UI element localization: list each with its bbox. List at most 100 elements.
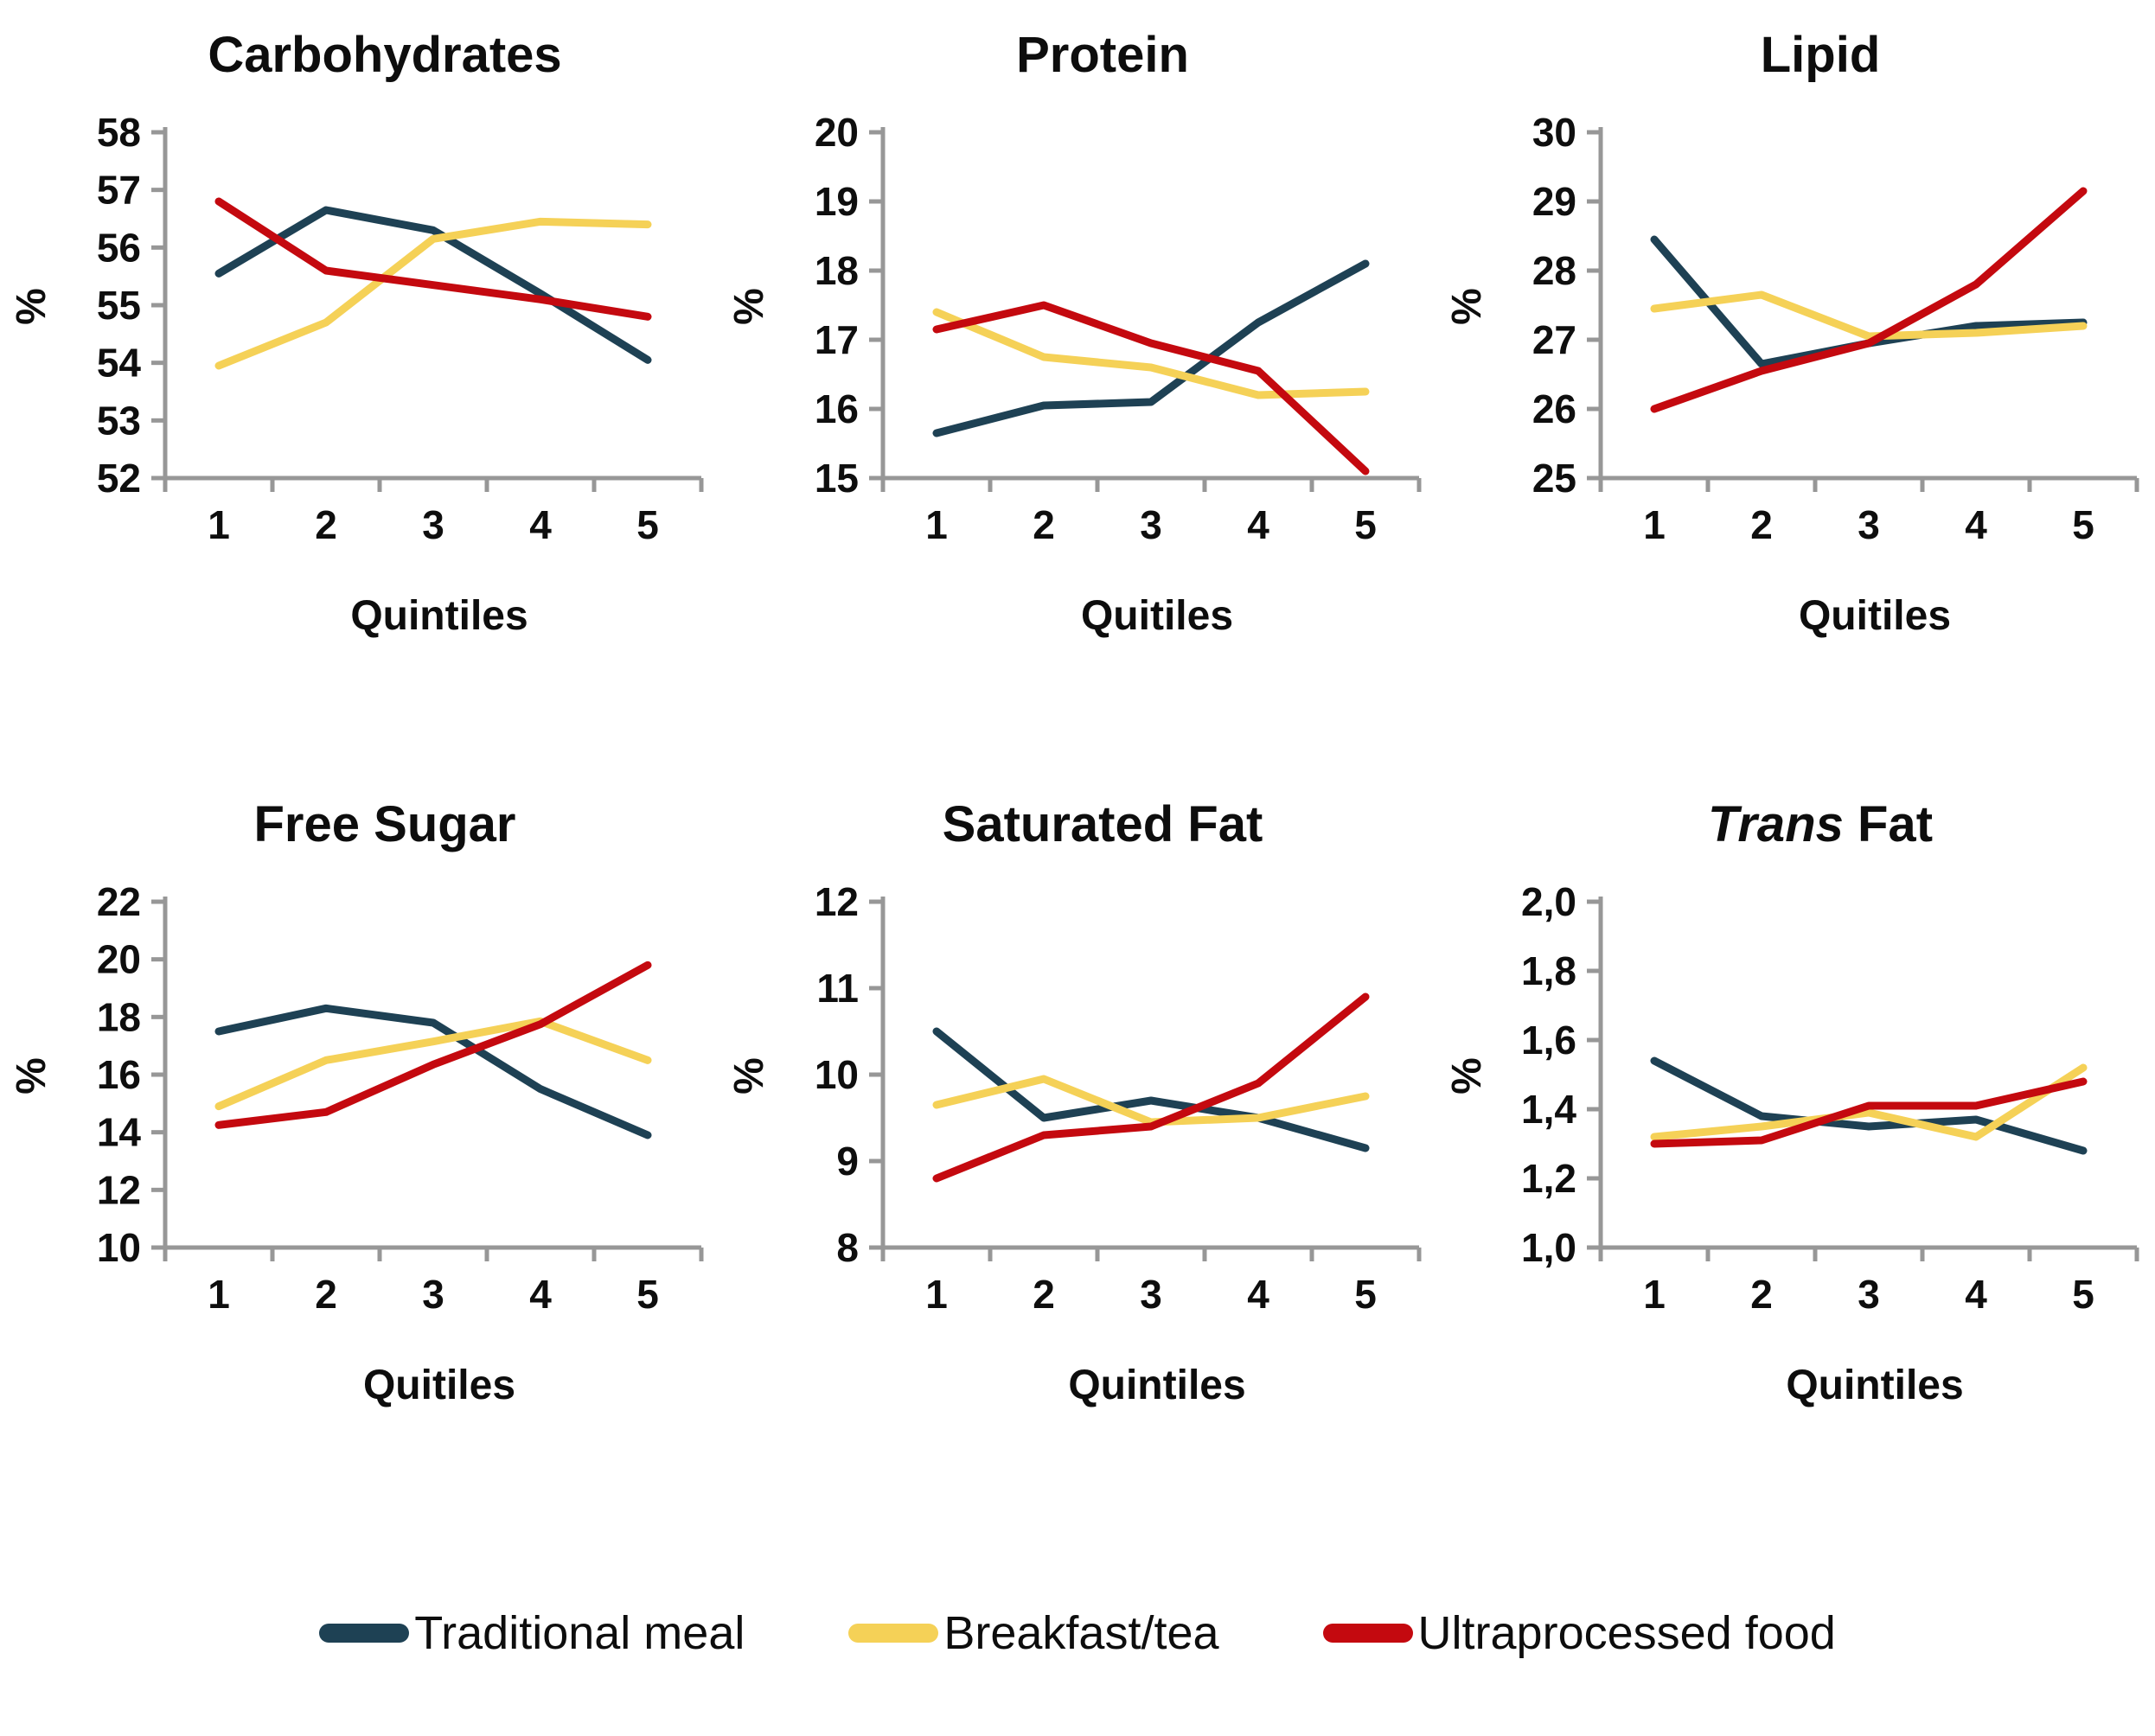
charts-grid: Carbohydrates % 52 53 54 55 56 57 58 1 2 3 4 5 Quin… [4, 9, 2153, 1504]
series-line-traditional-meal [932, 259, 1370, 437]
series-line-ultraprocessed-food [932, 992, 1370, 1183]
y-tick-label: 8 [836, 1225, 859, 1270]
x-tick-label: 4 [1247, 502, 1269, 547]
x-axis-label: Quintiles [1786, 1363, 1964, 1408]
y-tick-label: 17 [815, 317, 859, 362]
y-axis-label: % [1443, 1057, 1490, 1095]
chart-title-trans-fat: Trans Fat [1708, 795, 1933, 853]
chart-title-text: Lipid [1760, 27, 1881, 83]
y-tick-label: 18 [815, 248, 859, 293]
y-tick-label: 55 [97, 283, 141, 328]
y-tick-label: 27 [1532, 317, 1576, 362]
x-tick-label: 5 [1354, 502, 1377, 547]
chart-title-text: Saturated Fat [942, 796, 1263, 852]
series-line-breakfast-tea [1650, 1063, 2088, 1141]
x-tick-label: 2 [1750, 502, 1773, 547]
series-line-breakfast-tea [1650, 290, 2088, 341]
y-tick-label: 57 [97, 168, 141, 213]
y-tick-label: 1,8 [1521, 948, 1576, 993]
legend: Traditional meal Breakfast/tea Ultraproc… [0, 1606, 2155, 1660]
legend-label-breakfast-tea: Breakfast/tea [943, 1607, 1219, 1659]
x-tick-label: 5 [2072, 502, 2094, 547]
x-tick-label: 1 [1643, 502, 1666, 547]
y-axis-label: % [8, 1057, 54, 1095]
legend-label-traditional-meal: Traditional meal [414, 1607, 745, 1659]
plot-area-free-sugar: % 10 12 14 16 18 20 22 1 2 3 4 5 [4, 876, 713, 1343]
chart-card-saturated-fat: Saturated Fat % 8 9 10 11 12 1 2 3 4 5 Quintiles [718, 778, 1436, 1504]
y-tick-label: 11 [816, 966, 859, 1011]
plot-area-saturated-fat: % 8 9 10 11 12 1 2 3 4 5 [722, 876, 1431, 1343]
y-tick-label: 18 [97, 994, 141, 1039]
x-tick-label: 1 [208, 1272, 230, 1317]
y-tick-label: 2,0 [1521, 879, 1576, 924]
chart-card-lipid: Lipid % 25 26 27 28 29 30 1 2 3 4 5 Quitiles [1436, 9, 2153, 778]
y-tick-label: 20 [815, 110, 859, 155]
x-tick-label: 5 [2072, 1272, 2094, 1317]
y-tick-label: 12 [815, 879, 859, 924]
plot-area-trans-fat: % 1,0 1,2 1,4 1,6 1,8 2,0 1 2 3 4 5 [1440, 876, 2149, 1343]
y-tick-label: 1,0 [1521, 1225, 1576, 1270]
x-tick-label: 4 [529, 1272, 552, 1317]
series-line-breakfast-tea [932, 308, 1370, 399]
y-tick-label: 52 [97, 456, 141, 501]
plot-area-lipid: % 25 26 27 28 29 30 1 2 3 4 5 [1440, 106, 2149, 573]
y-tick-label: 16 [815, 386, 859, 431]
y-tick-label: 29 [1532, 179, 1576, 224]
x-tick-label: 2 [1033, 502, 1055, 547]
plot-area-protein: % 15 16 17 18 19 20 1 2 3 4 5 [722, 106, 1431, 573]
y-tick-label: 10 [815, 1052, 859, 1097]
series-line-ultraprocessed-food [214, 197, 652, 321]
y-axis-label: % [1443, 288, 1490, 325]
protein-chart-svg: 15 16 17 18 19 20 1 2 3 4 5 [815, 110, 1422, 547]
series-line-breakfast-tea [932, 1075, 1370, 1126]
series-line-breakfast-tea [214, 217, 652, 370]
y-tick-label: 14 [97, 1110, 142, 1155]
chart-title-text: Fat [1843, 796, 1934, 852]
x-axis-label: Quintiles [350, 593, 528, 639]
legend-item-ultraprocessed-food: Ultraprocessed food [1322, 1606, 1836, 1660]
x-tick-label: 3 [422, 1272, 444, 1317]
x-tick-label: 3 [1858, 1272, 1880, 1317]
chart-title-carbohydrates: Carbohydrates [208, 26, 561, 84]
y-tick-label: 22 [97, 879, 141, 924]
series-line-traditional-meal [214, 206, 652, 364]
x-tick-label: 5 [1354, 1272, 1377, 1317]
chart-title-italic: Trans [1707, 796, 1844, 852]
x-tick-label: 2 [315, 502, 337, 547]
x-tick-label: 3 [1140, 1272, 1162, 1317]
series-line-ultraprocessed-food [932, 301, 1370, 475]
chart-title-protein: Protein [1016, 26, 1189, 84]
x-tick-label: 3 [422, 502, 444, 547]
y-tick-label: 26 [1532, 386, 1576, 431]
chart-title-free-sugar: Free Sugar [254, 795, 516, 853]
y-tick-label: 12 [97, 1167, 141, 1212]
chart-title-lipid: Lipid [1761, 26, 1881, 84]
legend-swatch-traditional-meal [319, 1624, 410, 1643]
series-line-traditional-meal [1650, 1056, 2088, 1155]
y-tick-label: 30 [1532, 110, 1576, 155]
y-tick-label: 25 [1532, 456, 1576, 501]
x-tick-label: 2 [315, 1272, 337, 1317]
chart-title-text: Protein [1016, 27, 1189, 83]
y-tick-label: 56 [97, 225, 141, 270]
legend-item-breakfast-tea: Breakfast/tea [848, 1606, 1219, 1660]
y-tick-label: 53 [97, 398, 141, 443]
y-tick-label: 28 [1532, 248, 1576, 293]
x-tick-label: 4 [1965, 502, 1987, 547]
series-line-ultraprocessed-food [1650, 187, 2088, 413]
x-tick-label: 4 [1247, 1272, 1269, 1317]
y-tick-label: 19 [815, 179, 859, 224]
y-tick-label: 54 [97, 341, 142, 386]
chart-title-text: Free Sugar [253, 796, 516, 852]
y-axis-label: % [726, 288, 772, 325]
x-tick-label: 2 [1033, 1272, 1055, 1317]
series-line-traditional-meal [214, 1004, 652, 1139]
y-tick-label: 10 [97, 1225, 141, 1270]
series-line-ultraprocessed-food [1650, 1077, 2088, 1148]
legend-swatch-ultraprocessed-food [1322, 1624, 1413, 1643]
y-tick-label: 1,6 [1521, 1018, 1576, 1063]
y-tick-label: 20 [97, 937, 141, 982]
series-line-ultraprocessed-food [214, 961, 652, 1129]
carbohydrates-chart-svg: 52 53 54 55 56 57 58 1 2 3 4 5 [97, 110, 704, 547]
